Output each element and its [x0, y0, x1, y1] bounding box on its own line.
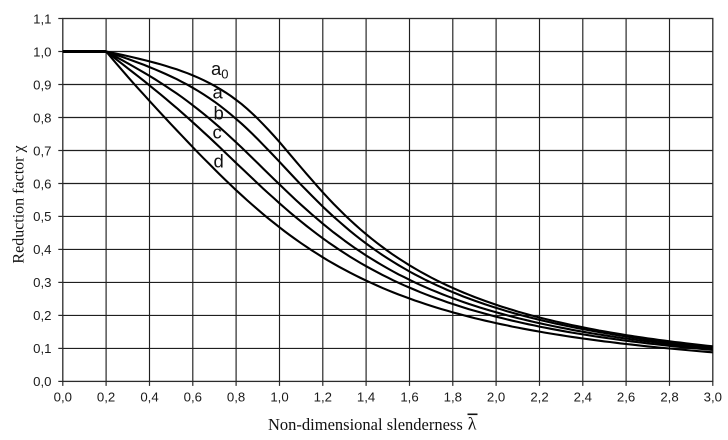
svg-text:0,6: 0,6: [33, 176, 51, 191]
svg-text:b: b: [214, 102, 224, 123]
svg-text:0,7: 0,7: [33, 143, 51, 158]
svg-text:Non-dimensional slenderness: Non-dimensional slenderness: [268, 415, 463, 434]
svg-text:1,6: 1,6: [400, 390, 418, 405]
svg-text:1,0: 1,0: [33, 44, 51, 59]
svg-text:a: a: [213, 82, 224, 103]
svg-text:d: d: [214, 151, 224, 172]
svg-text:1,4: 1,4: [357, 390, 375, 405]
svg-text:0,4: 0,4: [140, 390, 158, 405]
svg-text:0,8: 0,8: [227, 390, 245, 405]
svg-text:1,8: 1,8: [444, 390, 462, 405]
svg-text:2,8: 2,8: [660, 390, 678, 405]
svg-text:3,0: 3,0: [704, 390, 722, 405]
svg-text:0,3: 0,3: [33, 275, 51, 290]
svg-text:2,6: 2,6: [617, 390, 635, 405]
svg-text:0,2: 0,2: [33, 308, 51, 323]
svg-text:1,1: 1,1: [33, 11, 51, 26]
svg-text:0,0: 0,0: [54, 390, 72, 405]
svg-text:0,2: 0,2: [97, 390, 115, 405]
svg-text:0,8: 0,8: [33, 110, 51, 125]
svg-text:0,0: 0,0: [33, 374, 51, 389]
svg-text:0,5: 0,5: [33, 209, 51, 224]
svg-text:0,9: 0,9: [33, 77, 51, 92]
svg-text:2,0: 2,0: [487, 390, 505, 405]
svg-text:1,2: 1,2: [314, 390, 332, 405]
svg-text:2,2: 2,2: [530, 390, 548, 405]
svg-text:0,1: 0,1: [33, 341, 51, 356]
svg-text:Reduction factor χ: Reduction factor χ: [11, 145, 28, 264]
svg-text:λ: λ: [468, 414, 477, 434]
svg-text:0,6: 0,6: [184, 390, 202, 405]
svg-text:0,4: 0,4: [33, 242, 51, 257]
svg-text:2,4: 2,4: [574, 390, 592, 405]
svg-text:c: c: [213, 122, 222, 143]
svg-text:1,0: 1,0: [270, 390, 288, 405]
